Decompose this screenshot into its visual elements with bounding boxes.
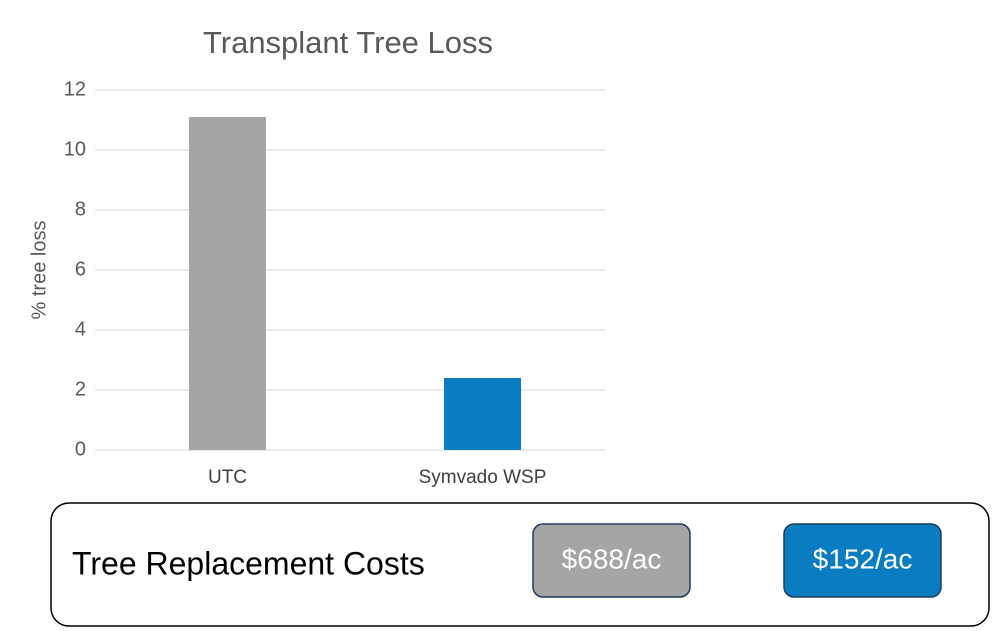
y-tick-label: 12 xyxy=(64,78,86,100)
cost-badge xyxy=(783,523,942,598)
cost-title: Tree Replacement Costs xyxy=(72,545,425,581)
y-tick-label: 10 xyxy=(64,138,86,160)
y-axis-label: % tree loss xyxy=(28,221,50,320)
cost-label: $688/ac xyxy=(562,543,662,574)
x-tick-label: UTC xyxy=(208,467,247,488)
y-tick-label: 8 xyxy=(75,198,86,220)
cost-panel xyxy=(50,502,990,627)
bar xyxy=(444,378,521,450)
y-tick-label: 4 xyxy=(75,318,86,340)
cost-badge xyxy=(532,523,691,598)
bar xyxy=(189,117,266,450)
x-tick-label: Symvado WSP xyxy=(419,467,547,488)
y-tick-label: 0 xyxy=(75,438,86,460)
y-tick-label: 6 xyxy=(75,258,86,280)
y-tick-label: 2 xyxy=(75,378,86,400)
cost-label: $152/ac xyxy=(813,543,913,574)
chart-title: Transplant Tree Loss xyxy=(203,25,493,60)
